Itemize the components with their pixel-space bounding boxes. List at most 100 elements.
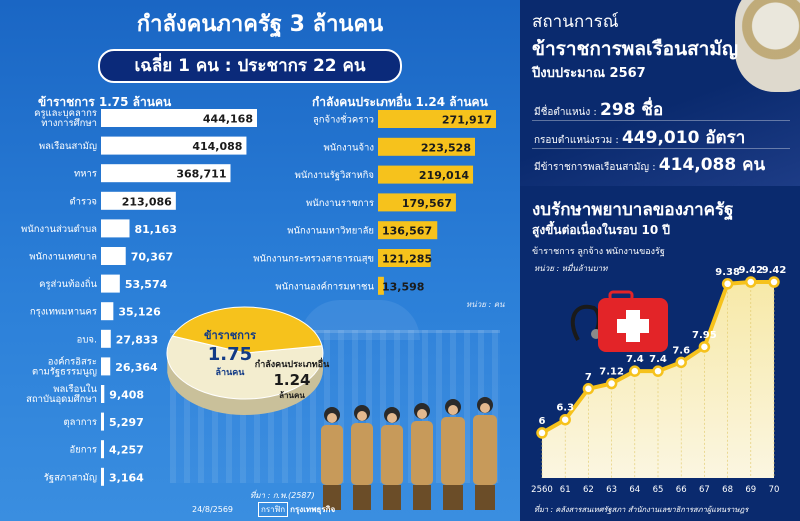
other-category-label: พนักงานมหาวิทยาลัย: [287, 226, 374, 237]
other-value-label: 13,598: [382, 280, 424, 293]
area-point: [768, 276, 780, 288]
area-x-tick: 64: [629, 485, 640, 495]
area-point: [745, 276, 757, 288]
gov-bar: [101, 247, 126, 265]
gov-value-label: 70,367: [131, 251, 173, 264]
stat-quota: กรอบตำแหน่งรวม : 449,010 อัตรา: [534, 124, 745, 151]
gov-value-label: 5,297: [109, 416, 144, 429]
pie-other-value: 1.24: [273, 371, 311, 389]
area-point: [698, 341, 711, 353]
gov-category-label: พนักงานเทศบาล: [29, 252, 97, 263]
gov-bar: [101, 385, 105, 403]
gov-category-label: ทหาร: [74, 169, 97, 180]
other-value-label: 219,014: [419, 169, 469, 182]
building-dome: [300, 300, 420, 340]
pie-gov-unit: ล้านคน: [215, 368, 245, 378]
other-bar: [378, 249, 431, 267]
gov-category-label: ตำรวจ: [69, 196, 97, 207]
gov-category-label: ครูและบุคลากรทางการศึกษา: [34, 108, 97, 129]
area-x-tick: 65: [653, 485, 664, 495]
gov-category-label: พนักงานส่วนตำบล: [21, 224, 97, 235]
other-category-label: พนักงานรัฐวิสาหกิจ: [295, 170, 374, 181]
stat-positions-label: มีชื่อตำแหน่ง :: [534, 107, 597, 118]
uniform-epaulette-illustration: [735, 0, 800, 92]
area-point: [559, 413, 571, 426]
gov-category-label: ตุลาการ: [63, 417, 97, 428]
area-point: [536, 427, 548, 439]
area-value-label: 9.42: [738, 265, 763, 276]
left-panel: กำลังคนภาครัฐ 3 ล้านคน เฉลี่ย 1 คน : ประ…: [0, 0, 520, 521]
stat-quota-label: กรอบตำแหน่งรวม :: [534, 135, 619, 146]
unit-note: หน่วย : คน: [466, 300, 505, 309]
gov-value-label: 9,408: [109, 389, 144, 402]
main-title: กำลังคนภาครัฐ 3 ล้านคน: [136, 12, 384, 37]
pie-slice-side: [167, 354, 323, 415]
gov-value-label: 4,257: [109, 444, 144, 457]
right-source: ที่มา : คลังสารสนเทศรัฐสภา สำนักงานเลขาธ…: [534, 505, 749, 514]
left-source: ที่มา : ก.พ.(2587): [250, 491, 315, 500]
other-value-label: 271,917: [442, 114, 492, 127]
gov-bar: [101, 440, 104, 459]
other-bar: [378, 165, 474, 184]
medical-budget-title: งบรักษาพยาบาลของภาครัฐ: [532, 200, 734, 220]
gov-value-label: 3,164: [109, 471, 144, 484]
gov-bar: [101, 467, 104, 486]
area-x-tick: 68: [722, 485, 733, 495]
stat-positions: มีชื่อตำแหน่ง : 298 ชื่อ: [534, 96, 663, 123]
credit-key: กราฟิก: [258, 501, 289, 517]
stat-civil-servants-value: 414,088 คน: [658, 155, 766, 175]
gov-value-label: 213,086: [122, 195, 172, 208]
gov-value-label: 27,833: [116, 333, 158, 346]
publish-date: 24/8/2569: [192, 505, 234, 514]
other-category-label: พนักงานราชการ: [306, 198, 374, 209]
gov-value-label: 444,168: [203, 113, 253, 126]
area-point: [652, 365, 664, 377]
area-value-label: 7.95: [692, 330, 717, 341]
gov-category-label: อัยการ: [70, 445, 97, 456]
gov-bar: [101, 164, 231, 183]
gov-bar: [101, 357, 111, 376]
area-value-label: 6: [539, 416, 546, 427]
area-point: [605, 377, 618, 390]
stat-civil-servants-label: มีข้าราชการพลเรือนสามัญ :: [534, 162, 656, 173]
pie-slice: [166, 335, 324, 400]
other-value-label: 121,285: [382, 253, 432, 266]
area-x-tick: 62: [583, 485, 594, 495]
area-point: [629, 365, 641, 377]
other-bar: [378, 110, 496, 128]
gov-bar: [101, 274, 120, 293]
gov-category-label: พลเรือนในสถาบันอุดมศึกษา: [26, 383, 97, 405]
stat-quota-value: 449,010 อัตรา: [621, 128, 746, 148]
gov-value-label: 81,163: [135, 223, 177, 236]
gov-value-label: 53,574: [125, 278, 168, 291]
other-category-label: พนักงานจ้าง: [323, 142, 374, 153]
area-x-tick: 69: [745, 485, 756, 495]
fiscal-year-title: ปีงบประมาณ 2567: [532, 66, 646, 81]
area-x-tick: 63: [606, 485, 617, 495]
gov-category-label: องค์กรอิสระตามรัฐธรรมนูญ: [32, 355, 97, 377]
other-header: กำลังคนประเภทอื่น 1.24 ล้านคน: [312, 95, 488, 109]
area-point: [721, 278, 734, 290]
gov-category-label: กรุงเทพมหานคร: [30, 307, 97, 318]
area-value-label: 7.4: [649, 354, 667, 365]
area-point: [582, 383, 595, 395]
right-panel: สถานการณ์ ข้าราชการพลเรือนสามัญ ปีงบประม…: [520, 0, 800, 521]
other-bar: [378, 137, 476, 156]
gov-bar: [101, 412, 104, 431]
pie-other-title: กำลังคนประเภทอื่น: [254, 360, 330, 370]
area-value-label: 9.42: [762, 265, 787, 276]
gov-value-label: 368,711: [176, 168, 226, 181]
gov-category-label: ครูส่วนท้องถิ่น: [39, 277, 97, 290]
other-value-label: 223,528: [421, 141, 471, 154]
situation-title: สถานการณ์: [532, 12, 619, 32]
gov-category-label: อบจ.: [77, 334, 97, 345]
gov-bar: [101, 302, 114, 321]
pie-gov-title: ข้าราชการ: [204, 329, 256, 342]
medical-budget-scope: ข้าราชการ ลูกจ้าง พนักงานของรัฐ: [532, 247, 665, 257]
gov-bar: [101, 191, 176, 210]
other-category-label: พนักงานกระทรวงสาธารณสุข: [253, 254, 374, 265]
other-category-label: ลูกจ้างชั่วคราว: [313, 113, 374, 126]
other-value-label: 136,567: [382, 225, 432, 238]
pie-other-label: กำลังคนประเภทอื่น 1.24 ล้านคน: [244, 357, 340, 402]
